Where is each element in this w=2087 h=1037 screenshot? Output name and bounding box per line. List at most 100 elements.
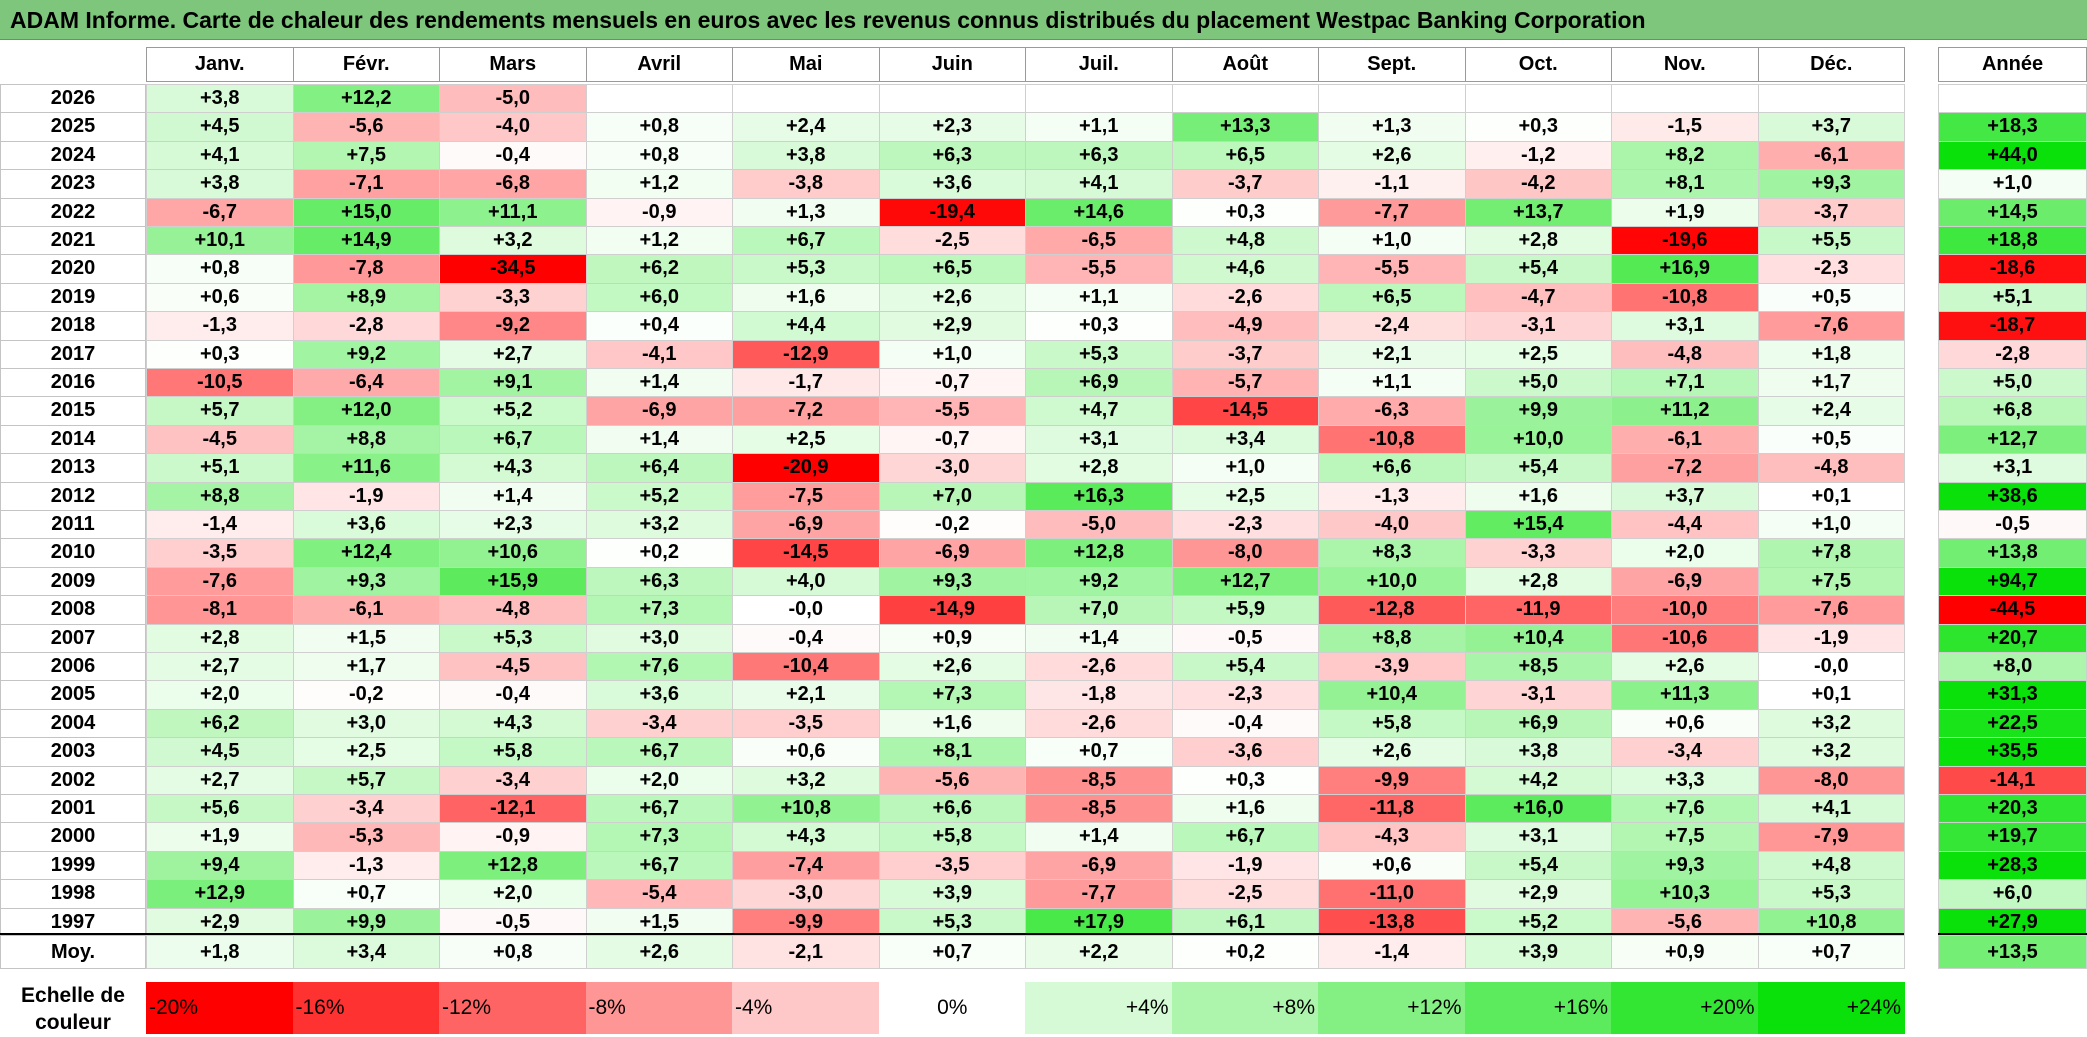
heatmap-cell: -4,8 (439, 595, 587, 625)
heatmap-cell: +6,5 (878, 254, 1026, 284)
year-label: 2009 (0, 566, 146, 597)
heatmap-cell: +0,1 (1757, 481, 1905, 511)
annual-cell: -44,5 (1938, 595, 2087, 625)
heatmap-cell: +1,6 (878, 708, 1026, 739)
heatmap-cell: -1,7 (732, 368, 880, 398)
heatmap-cell: +2,3 (439, 510, 587, 540)
heatmap-cell: -11,0 (1318, 879, 1466, 909)
heatmap-cell: -10,8 (1318, 424, 1466, 455)
heatmap-cell: +1,9 (146, 822, 294, 852)
heatmap-cell: -5,5 (1025, 254, 1173, 284)
heatmap-cell: +0,7 (292, 879, 440, 909)
heatmap-cell: -3,4 (585, 708, 733, 739)
heatmap-cell: +3,2 (439, 226, 587, 256)
heatmap-cell: -6,3 (1318, 396, 1466, 426)
heatmap-cell: +4,0 (732, 566, 880, 597)
average-cell: -1,4 (1318, 935, 1466, 969)
annual-cell: +20,3 (1938, 794, 2087, 824)
heatmap-cell: +7,6 (585, 652, 733, 682)
heatmap-cell: +5,4 (1464, 453, 1612, 483)
heatmap-cell: +8,9 (292, 282, 440, 313)
heatmap-cell: -1,2 (1464, 140, 1612, 171)
heatmap-cell: +12,9 (146, 879, 294, 909)
heatmap-cell: +15,9 (439, 566, 587, 597)
heatmap-cell: +1,4 (585, 368, 733, 398)
year-label: 2004 (0, 708, 146, 739)
heatmap-cell: +6,9 (1464, 708, 1612, 739)
heatmap-cell: -5,5 (1318, 254, 1466, 284)
heatmap-cell: +8,1 (878, 737, 1026, 767)
heatmap-cell: -9,9 (732, 907, 880, 937)
heatmap-cell: +2,0 (1611, 538, 1759, 568)
heatmap-cell: +0,6 (1611, 708, 1759, 739)
heatmap-cell: +3,8 (1464, 737, 1612, 767)
heatmap-cell: +4,5 (146, 737, 294, 767)
heatmap-cell: +3,2 (585, 510, 733, 540)
heatmap-cell: +9,4 (146, 850, 294, 881)
heatmap-cell: +4,8 (1171, 226, 1319, 256)
heatmap-cell: +2,6 (878, 652, 1026, 682)
scale-swatch: -16% (292, 982, 440, 1034)
annual-cell: +5,0 (1938, 368, 2087, 398)
year-label: 2007 (0, 623, 146, 653)
heatmap-cell: +10,0 (1464, 424, 1612, 455)
month-header: Févr. (292, 47, 440, 82)
heatmap-cell: -6,8 (439, 169, 587, 199)
heatmap-cell: +4,3 (732, 822, 880, 852)
heatmap-cell: +6,1 (1171, 907, 1319, 937)
heatmap-cell: +0,9 (878, 623, 1026, 653)
month-header: Août (1171, 47, 1319, 82)
heatmap-cell: +5,7 (292, 765, 440, 795)
heatmap-cell: +10,0 (1318, 566, 1466, 597)
heatmap-cell: +7,3 (585, 822, 733, 852)
average-separator-annual (1938, 933, 2087, 935)
average-cell: +2,2 (1025, 935, 1173, 969)
heatmap-cell: +5,3 (439, 623, 587, 653)
heatmap-cell: -9,2 (439, 311, 587, 341)
heatmap-cell: +12,7 (1171, 566, 1319, 597)
heatmap-cell: -5,7 (1171, 368, 1319, 398)
average-annual-cell: +13,5 (1938, 935, 2087, 969)
heatmap-cell: +4,4 (732, 311, 880, 341)
heatmap-cell: -6,9 (878, 538, 1026, 568)
heatmap-cell: +2,6 (1318, 140, 1466, 171)
heatmap-cell: -1,3 (146, 311, 294, 341)
heatmap-cell: -2,6 (1025, 708, 1173, 739)
heatmap-cell: +6,6 (1318, 453, 1466, 483)
heatmap-cell: +7,6 (1611, 794, 1759, 824)
heatmap-cell: -8,0 (1171, 538, 1319, 568)
annual-cell: +8,0 (1938, 652, 2087, 682)
heatmap-cell: +6,5 (1171, 140, 1319, 171)
heatmap-cell: +1,9 (1611, 197, 1759, 227)
heatmap-cell: +6,4 (585, 453, 733, 483)
heatmap-cell: +6,7 (439, 424, 587, 455)
heatmap-cell: +14,6 (1025, 197, 1173, 227)
heatmap-cell: +0,6 (146, 282, 294, 313)
heatmap-cell: +8,1 (1611, 169, 1759, 199)
heatmap-cell: +5,3 (878, 907, 1026, 937)
heatmap-cell: -3,8 (732, 169, 880, 199)
year-label: 2001 (0, 794, 146, 824)
heatmap-cell: -14,5 (1171, 396, 1319, 426)
heatmap-cell: +16,9 (1611, 254, 1759, 284)
heatmap-cell: -3,5 (146, 538, 294, 568)
heatmap-cell: -4,2 (1464, 169, 1612, 199)
heatmap-cell: -2,3 (1171, 680, 1319, 710)
heatmap-cell: +6,7 (585, 850, 733, 881)
heatmap-cell: +1,0 (1757, 510, 1905, 540)
year-label: 2011 (0, 510, 146, 540)
heatmap-cell: -6,5 (1025, 226, 1173, 256)
heatmap-cell: -0,4 (439, 680, 587, 710)
heatmap-cell: -0,5 (439, 907, 587, 937)
heatmap-cell: -0,0 (1757, 652, 1905, 682)
heatmap-cell: +2,7 (146, 652, 294, 682)
heatmap-cell: -8,0 (1757, 765, 1905, 795)
heatmap-cell: +2,6 (1611, 652, 1759, 682)
heatmap-cell: +6,5 (1318, 282, 1466, 313)
year-label: 2026 (0, 84, 146, 114)
heatmap-cell: +3,2 (732, 765, 880, 795)
annual-cell: +20,7 (1938, 623, 2087, 653)
heatmap-cell: -6,1 (1611, 424, 1759, 455)
heatmap-cell: +2,0 (585, 765, 733, 795)
